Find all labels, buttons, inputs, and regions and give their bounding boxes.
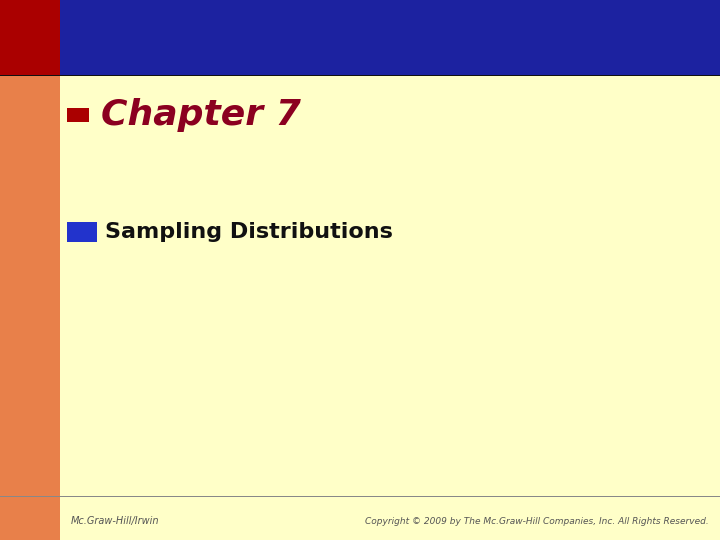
Bar	[0, 75, 720, 76]
Text: Mc.Graw-Hill/Irwin: Mc.Graw-Hill/Irwin	[71, 516, 159, 526]
Bar	[67, 108, 89, 122]
Text: Sampling Distributions: Sampling Distributions	[105, 222, 393, 242]
Bar	[0, 496, 720, 497]
Bar	[0, 0, 60, 540]
Bar	[67, 222, 97, 242]
Bar	[0, 0, 60, 75]
Text: Chapter 7: Chapter 7	[101, 98, 301, 132]
Text: Copyright © 2009 by The Mc.Graw-Hill Companies, Inc. All Rights Reserved.: Copyright © 2009 by The Mc.Graw-Hill Com…	[366, 517, 709, 526]
Bar	[60, 0, 720, 75]
